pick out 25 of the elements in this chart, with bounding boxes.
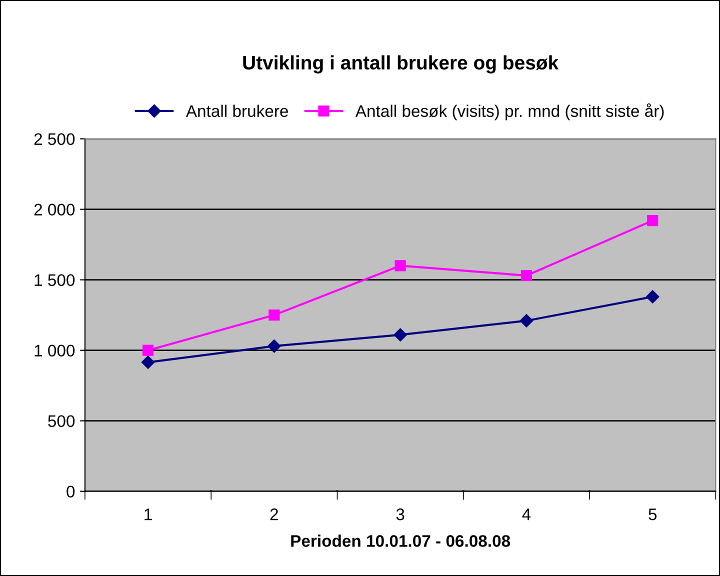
x-tick-label: 2	[270, 508, 278, 520]
x-tick-label: 1	[144, 508, 152, 520]
y-tick-label: 2 000	[34, 204, 75, 216]
point	[268, 310, 280, 321]
point	[141, 356, 155, 369]
point	[268, 340, 281, 353]
y-tick-label: 1 500	[34, 274, 75, 286]
point	[520, 270, 532, 282]
point	[646, 290, 660, 304]
legend-label: Antall brukere	[186, 104, 288, 117]
point	[142, 344, 154, 356]
chart-title: Utvikling i antall brukere og besøk	[243, 55, 559, 74]
legend-label: Antall besøk (visits) pr. mnd (snitt siste år)	[355, 103, 664, 120]
x-tick-label: 4	[522, 508, 531, 520]
x-tick-label: 5	[648, 508, 657, 520]
x-tick-label: 3	[396, 508, 404, 520]
y-tick-label: 1 000	[34, 344, 75, 357]
y-tick-label: 2 500	[34, 133, 75, 146]
point	[520, 314, 534, 328]
y-tick-label: 0	[66, 486, 75, 498]
point	[647, 215, 658, 226]
x-axis-title: Perioden 10.01.07 - 06.08.08	[291, 534, 510, 547]
point	[394, 260, 406, 272]
y-tick-label: 500	[48, 415, 75, 428]
point	[394, 328, 407, 342]
